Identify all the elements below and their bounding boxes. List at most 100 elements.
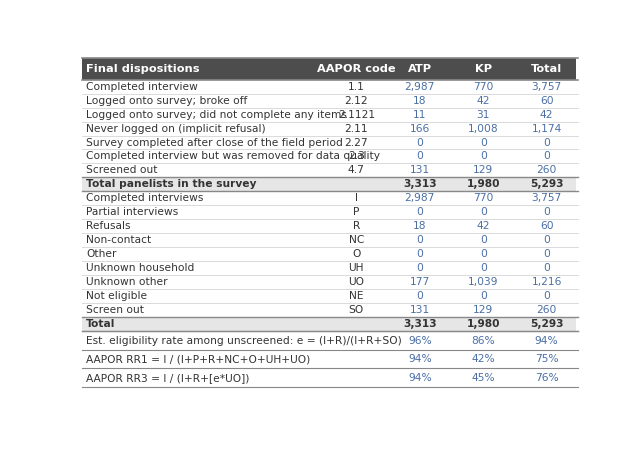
Text: 0: 0 <box>543 208 550 218</box>
Text: Never logged on (implicit refusal): Never logged on (implicit refusal) <box>86 124 266 134</box>
Text: 0: 0 <box>417 137 423 148</box>
Text: 129: 129 <box>473 166 493 176</box>
Text: Non-contact: Non-contact <box>86 236 151 245</box>
Text: 0: 0 <box>480 152 486 161</box>
Bar <box>83 303 579 317</box>
Text: 3,313: 3,313 <box>403 179 436 189</box>
Text: 3,757: 3,757 <box>532 194 562 203</box>
Text: AAPOR code: AAPOR code <box>317 64 396 74</box>
Text: Refusals: Refusals <box>86 221 131 231</box>
Text: 0: 0 <box>480 249 486 260</box>
Text: 770: 770 <box>473 82 493 92</box>
Text: Not eligible: Not eligible <box>86 291 147 302</box>
Text: Completed interview: Completed interview <box>86 82 198 92</box>
Text: Partial interviews: Partial interviews <box>86 208 178 218</box>
Text: Screen out: Screen out <box>86 305 144 315</box>
Text: SO: SO <box>349 305 364 315</box>
Text: 0: 0 <box>417 152 423 161</box>
Text: 96%: 96% <box>408 336 431 346</box>
Text: I: I <box>355 194 358 203</box>
Text: 31: 31 <box>477 110 490 119</box>
Text: 1,216: 1,216 <box>532 278 562 287</box>
Text: 770: 770 <box>473 194 493 203</box>
Bar <box>83 331 579 350</box>
Text: Survey completed after close of the field period: Survey completed after close of the fiel… <box>86 137 343 148</box>
Text: 2.27: 2.27 <box>344 137 368 148</box>
Bar <box>83 163 579 177</box>
Text: 76%: 76% <box>535 373 559 383</box>
Text: 1.1: 1.1 <box>348 82 365 92</box>
Text: 0: 0 <box>417 291 423 302</box>
Text: 75%: 75% <box>535 354 559 364</box>
Text: 1,039: 1,039 <box>468 278 499 287</box>
Text: 60: 60 <box>540 95 554 106</box>
Text: 166: 166 <box>410 124 430 134</box>
Text: 94%: 94% <box>535 336 559 346</box>
Text: 1,174: 1,174 <box>532 124 562 134</box>
Text: 1,980: 1,980 <box>467 320 500 329</box>
Text: NC: NC <box>349 236 364 245</box>
Text: 0: 0 <box>480 208 486 218</box>
Text: Final dispositions: Final dispositions <box>86 64 200 74</box>
Text: KP: KP <box>475 64 492 74</box>
Text: 0: 0 <box>543 152 550 161</box>
Bar <box>83 219 579 234</box>
Text: 131: 131 <box>410 305 430 315</box>
Text: Screened out: Screened out <box>86 166 157 176</box>
Bar <box>83 177 579 192</box>
Bar <box>83 369 579 387</box>
Text: 0: 0 <box>543 291 550 302</box>
Text: 42: 42 <box>540 110 554 119</box>
Text: 177: 177 <box>410 278 430 287</box>
Text: Est. eligibility rate among unscreened: e = (I+R)/(I+R+SO): Est. eligibility rate among unscreened: … <box>86 336 402 346</box>
Text: 18: 18 <box>413 95 426 106</box>
Text: 5,293: 5,293 <box>530 179 563 189</box>
Text: Completed interview but was removed for data quality: Completed interview but was removed for … <box>86 152 380 161</box>
Text: 129: 129 <box>473 305 493 315</box>
Bar <box>83 317 579 331</box>
Bar <box>83 93 579 108</box>
Text: 1,008: 1,008 <box>468 124 499 134</box>
Text: AAPOR RR3 = I / (I+R+[e*UO]): AAPOR RR3 = I / (I+R+[e*UO]) <box>86 373 250 383</box>
Text: 2.12: 2.12 <box>344 95 368 106</box>
Text: NE: NE <box>349 291 364 302</box>
Text: Total: Total <box>531 64 563 74</box>
Bar <box>83 247 579 261</box>
Text: 86%: 86% <box>472 336 495 346</box>
Text: Logged onto survey; broke off: Logged onto survey; broke off <box>86 95 247 106</box>
Text: 0: 0 <box>417 249 423 260</box>
Text: Unknown other: Unknown other <box>86 278 168 287</box>
Text: 3,757: 3,757 <box>532 82 562 92</box>
Text: 0: 0 <box>543 137 550 148</box>
Text: 42: 42 <box>477 95 490 106</box>
Text: 0: 0 <box>417 208 423 218</box>
Bar <box>83 121 579 135</box>
Text: 0: 0 <box>417 236 423 245</box>
Text: Completed interviews: Completed interviews <box>86 194 204 203</box>
Text: ATP: ATP <box>408 64 432 74</box>
Text: 0: 0 <box>480 291 486 302</box>
Text: R: R <box>353 221 360 231</box>
Text: 42: 42 <box>477 221 490 231</box>
Text: 5,293: 5,293 <box>530 320 563 329</box>
Text: 60: 60 <box>540 221 554 231</box>
Text: 0: 0 <box>417 263 423 273</box>
Text: UO: UO <box>348 278 364 287</box>
Bar <box>83 150 579 163</box>
Bar <box>83 135 579 150</box>
Text: 2.11: 2.11 <box>344 124 368 134</box>
Text: 2.3: 2.3 <box>348 152 365 161</box>
Text: P: P <box>353 208 360 218</box>
Text: 4.7: 4.7 <box>348 166 365 176</box>
Bar <box>83 261 579 276</box>
Text: 0: 0 <box>543 249 550 260</box>
Bar <box>83 192 579 205</box>
Text: 131: 131 <box>410 166 430 176</box>
Text: 2,987: 2,987 <box>404 194 435 203</box>
Bar <box>83 350 579 369</box>
Bar <box>83 234 579 247</box>
Text: 2,987: 2,987 <box>404 82 435 92</box>
Text: 1,980: 1,980 <box>467 179 500 189</box>
Bar <box>83 80 579 93</box>
Text: 0: 0 <box>480 263 486 273</box>
